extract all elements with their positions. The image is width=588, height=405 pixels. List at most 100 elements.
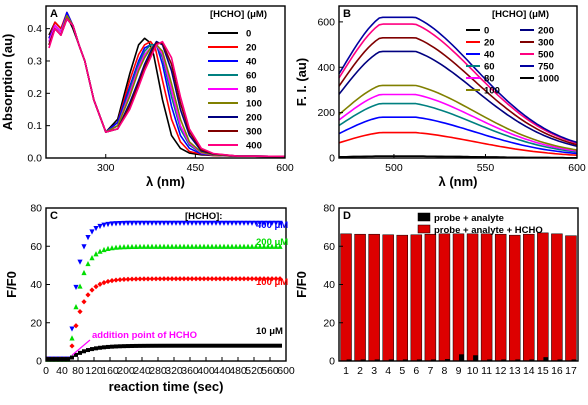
data-point [229,220,235,226]
data-point [77,309,83,315]
legend-label-b: 40 [484,50,495,61]
data-point [277,243,283,249]
data-point [58,357,62,362]
data-point [257,276,263,282]
data-point [105,245,111,252]
data-point [241,243,247,249]
category-label: 11 [481,365,492,377]
bar-analyte [430,359,436,361]
data-point [158,343,162,348]
data-point [134,343,138,348]
legend-label-b: 60 [484,62,495,73]
category-label: 7 [427,365,433,377]
data-point [161,276,167,282]
d-ytick-label: 40 [323,279,335,291]
data-point [81,299,87,305]
bar-analyte [360,359,366,361]
category-label: 17 [565,365,577,377]
data-point [77,283,83,289]
data-point [117,277,123,283]
bar-analyte [529,359,535,361]
legend-title-b: [HCHO] (μM) [492,9,549,20]
legend-label-a: 100 [246,99,262,110]
data-point [229,276,235,282]
c-ytick-label: 40 [30,279,42,291]
series-line-20 [338,131,578,156]
data-point [265,243,271,249]
bar-analyte [402,359,408,361]
data-point [137,243,143,249]
data-point [233,220,239,226]
data-point [81,244,87,250]
category-label: 4 [385,365,391,377]
bar-hcho [565,235,577,362]
data-point [138,343,142,348]
data-point [257,220,263,226]
data-point [157,243,163,249]
data-point [130,343,134,348]
data-point [249,243,255,249]
data-point [106,344,110,349]
data-point [189,243,195,249]
b-xtick-label: 500 [385,162,403,174]
a-xtick-label: 300 [97,162,115,174]
b-ytick-label: 200 [317,107,335,119]
data-point [73,323,79,329]
c-xtick-label: 200 [117,365,135,377]
data-point [97,281,103,287]
data-point [94,346,98,351]
bar-analyte [543,357,549,361]
data-point [78,350,82,355]
legend-label-b: 0 [484,26,489,37]
a-ytick-label: 0.0 [27,153,42,165]
data-point [269,243,275,249]
d-ytick-label: 0 [329,356,335,368]
data-point [173,243,179,249]
d-ytick-label: 80 [323,203,335,215]
series-label-c: 200 μM [256,237,288,248]
data-point [102,345,106,350]
data-point [129,276,135,282]
data-point [197,220,203,226]
a-xtick-label: 600 [276,162,294,174]
data-point [182,343,186,348]
panel-letter-b: B [343,8,351,20]
data-point [109,221,115,227]
bar-analyte [501,359,507,361]
data-point [273,220,279,226]
data-point [149,276,155,282]
data-point [209,276,215,282]
data-point [269,276,275,282]
data-point [122,344,126,349]
bar-hcho [466,233,479,362]
c-ytick-label: 60 [30,241,42,253]
a-ytick-label: 0.1 [27,120,42,132]
data-point [202,343,206,348]
data-point [113,221,119,227]
legend-label-a: 40 [246,57,257,68]
legend-label-b: 200 [538,26,554,37]
data-point [257,243,263,249]
data-point [154,343,158,348]
panel-letter-c: C [50,210,58,222]
c-xtick-label: 360 [181,365,199,377]
data-point [141,220,147,226]
category-label: 5 [399,365,405,377]
a-ytick-label: 0.3 [27,55,42,67]
data-point [73,284,79,291]
data-point [210,343,214,348]
data-point [162,343,166,348]
category-label: 16 [551,365,563,377]
data-point [69,335,75,341]
data-point [169,220,175,226]
c-xtick-label: 400 [197,365,215,377]
category-label: 13 [509,365,521,377]
data-point [205,220,211,226]
data-point [141,276,147,282]
data-point [274,343,278,348]
y-axis-title-c: F/F0 [4,271,19,298]
data-point [173,220,179,226]
data-point [197,276,203,282]
data-point [153,243,159,249]
data-point [213,276,219,282]
